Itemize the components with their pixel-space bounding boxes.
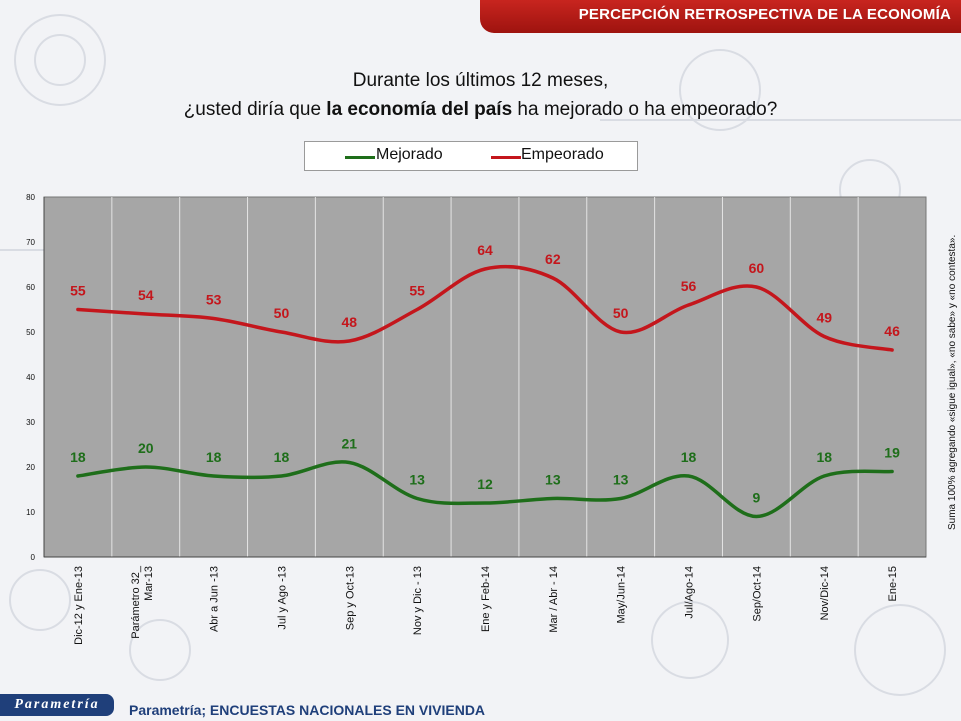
data-point (144, 465, 148, 469)
data-point (415, 308, 419, 311)
data-point (347, 339, 351, 343)
data-label: 55 (70, 283, 86, 299)
data-label: 18 (70, 449, 86, 465)
question-line-2-post: ha mejorado o ha empeorado? (512, 99, 778, 120)
data-label: 49 (816, 310, 832, 326)
data-label: 64 (477, 242, 493, 258)
x-tick-label: Nov/Dic-14 (819, 566, 831, 620)
data-label: 12 (477, 476, 493, 492)
x-tick-label: Ene-15 (887, 566, 899, 601)
data-point (415, 497, 419, 500)
data-point (76, 474, 80, 478)
data-point (619, 330, 623, 334)
data-label: 18 (206, 449, 222, 465)
x-tick-label: Mar / Abr - 14 (548, 566, 560, 633)
data-point (754, 515, 758, 518)
data-label: 53 (206, 292, 222, 308)
y-tick-label: 80 (26, 193, 35, 202)
data-label: 21 (342, 436, 358, 452)
data-label: 20 (138, 440, 154, 456)
data-label: 62 (545, 251, 561, 267)
data-point (212, 317, 216, 320)
data-point (144, 312, 148, 316)
legend-swatch-empeorado (491, 156, 521, 159)
question-line-2: ¿usted diría que la economía del país ha… (0, 95, 961, 124)
data-label: 60 (749, 260, 765, 276)
data-point (551, 497, 555, 500)
data-label: 18 (681, 449, 697, 465)
data-point (687, 474, 691, 478)
question-text: Durante los últimos 12 meses, ¿usted dir… (0, 66, 961, 124)
data-label: 9 (752, 490, 760, 506)
y-tick-label: 60 (26, 283, 35, 292)
y-tick-label: 10 (26, 508, 35, 517)
header-bar: PERCEPCIÓN RETROSPECTIVA DE LA ECONOMÍA (480, 0, 961, 33)
x-tick-label: Parámetro 32_Mar-13 (130, 565, 155, 639)
x-tick-label: May/Jun-14 (616, 566, 628, 623)
side-note-text: Suma 100% agregando «sigue igual», «no s… (947, 234, 958, 530)
data-point (279, 474, 283, 478)
data-label: 18 (274, 449, 290, 465)
x-tick-label: Sep y Oct-13 (344, 566, 356, 630)
x-tick-label: Abr a Jun -13 (209, 566, 221, 632)
data-point (212, 474, 216, 478)
data-label: 18 (816, 449, 832, 465)
data-label: 13 (545, 472, 561, 488)
legend-label-mejorado: Mejorado (376, 146, 443, 163)
y-tick-label: 20 (26, 463, 35, 472)
data-label: 13 (613, 472, 629, 488)
data-point (619, 497, 623, 500)
chart-legend: Mejorado Empeorado (304, 141, 638, 171)
x-tick-label: Nov y Dic - 13 (412, 566, 424, 635)
data-label: 54 (138, 287, 154, 303)
x-tick-label: Jul/Ago-14 (684, 566, 696, 619)
side-note: Suma 100% agregando «sigue igual», «no s… (934, 235, 958, 580)
question-line-1: Durante los últimos 12 meses, (352, 70, 609, 91)
y-tick-label: 40 (26, 373, 35, 382)
plot-area (43, 196, 927, 558)
data-point (483, 267, 487, 271)
x-tick-label: Dic-12 y Ene-13 (73, 566, 85, 645)
data-label: 13 (409, 472, 425, 488)
y-tick-label: 30 (26, 418, 35, 427)
data-point (687, 303, 691, 307)
y-tick-label: 70 (26, 238, 35, 247)
data-point (76, 308, 80, 311)
data-point (822, 335, 826, 338)
question-line-2-pre: ¿usted diría que (183, 99, 327, 120)
data-label: 48 (342, 314, 358, 330)
data-label: 50 (613, 305, 629, 321)
x-tick-label: Sep/Oct-14 (751, 566, 763, 622)
y-tick-label: 50 (26, 328, 35, 337)
legend-label-empeorado: Empeorado (521, 146, 604, 163)
data-point (822, 474, 826, 478)
footer-source: Parametría; ENCUESTAS NACIONALES EN VIVI… (129, 702, 486, 718)
data-label: 46 (884, 323, 900, 339)
footer-logo: Parametría (0, 694, 114, 716)
data-label: 19 (884, 445, 900, 461)
x-tick-label: Ene y Feb-14 (480, 566, 492, 632)
data-point (279, 330, 283, 334)
x-tick-label: Jul y Ago -13 (276, 566, 288, 630)
data-point (483, 501, 487, 505)
data-label: 55 (409, 283, 425, 299)
header-title: PERCEPCIÓN RETROSPECTIVA DE LA ECONOMÍA (578, 6, 951, 23)
data-point (551, 276, 555, 280)
data-point (754, 285, 758, 289)
legend-swatch-mejorado (345, 156, 375, 159)
data-point (347, 461, 351, 464)
data-label: 56 (681, 278, 697, 294)
data-label: 50 (274, 305, 290, 321)
data-point (890, 470, 894, 473)
y-tick-label: 0 (31, 553, 36, 562)
question-line-2-bold: la economía del país (326, 99, 513, 120)
data-point (890, 348, 894, 352)
